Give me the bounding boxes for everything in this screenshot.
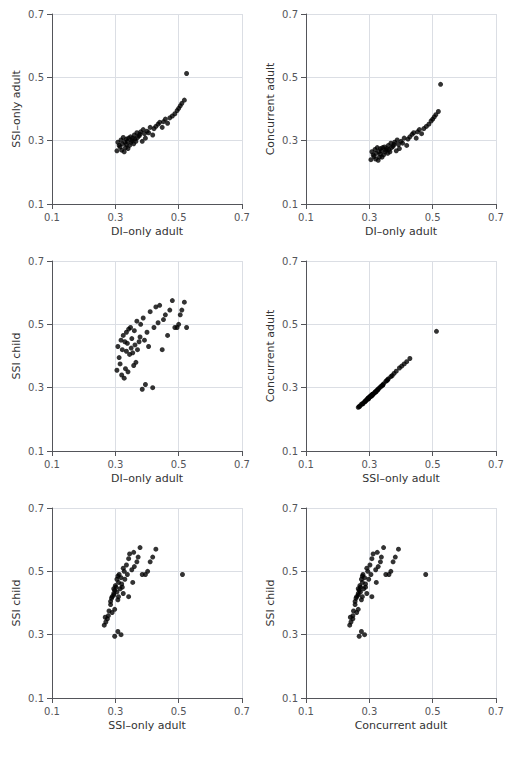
svg-text:SSI child: SSI child bbox=[10, 333, 23, 380]
svg-text:0.5: 0.5 bbox=[28, 72, 44, 83]
svg-text:SSI–only adult: SSI–only adult bbox=[10, 70, 23, 148]
svg-text:0.5: 0.5 bbox=[171, 706, 187, 717]
svg-text:Concurrent adult: Concurrent adult bbox=[264, 309, 277, 402]
svg-text:0.7: 0.7 bbox=[234, 212, 250, 223]
svg-text:0.7: 0.7 bbox=[28, 503, 44, 514]
svg-text:0.1: 0.1 bbox=[28, 693, 44, 704]
svg-text:0.5: 0.5 bbox=[282, 566, 298, 577]
svg-text:0.3: 0.3 bbox=[361, 212, 377, 223]
svg-text:0.1: 0.1 bbox=[44, 459, 60, 470]
svg-text:0.3: 0.3 bbox=[107, 706, 123, 717]
svg-text:0.7: 0.7 bbox=[282, 503, 298, 514]
svg-text:0.5: 0.5 bbox=[425, 212, 441, 223]
svg-text:0.7: 0.7 bbox=[28, 256, 44, 267]
svg-text:DI–only adult: DI–only adult bbox=[111, 472, 184, 485]
svg-text:0.7: 0.7 bbox=[282, 9, 298, 20]
svg-text:SSI child: SSI child bbox=[10, 580, 23, 627]
svg-text:0.5: 0.5 bbox=[282, 72, 298, 83]
svg-text:0.3: 0.3 bbox=[361, 706, 377, 717]
svg-text:0.1: 0.1 bbox=[28, 199, 44, 210]
svg-text:0.7: 0.7 bbox=[282, 256, 298, 267]
svg-text:0.3: 0.3 bbox=[28, 382, 44, 393]
svg-text:0.5: 0.5 bbox=[425, 459, 441, 470]
svg-text:0.1: 0.1 bbox=[298, 459, 314, 470]
svg-text:0.5: 0.5 bbox=[171, 459, 187, 470]
svg-text:0.1: 0.1 bbox=[282, 446, 298, 457]
svg-text:0.3: 0.3 bbox=[282, 382, 298, 393]
svg-text:0.1: 0.1 bbox=[28, 446, 44, 457]
svg-text:0.7: 0.7 bbox=[488, 212, 504, 223]
svg-text:0.1: 0.1 bbox=[282, 199, 298, 210]
svg-text:0.3: 0.3 bbox=[282, 135, 298, 146]
svg-text:SSI–only adult: SSI–only adult bbox=[108, 719, 186, 732]
svg-text:0.3: 0.3 bbox=[361, 459, 377, 470]
svg-text:0.1: 0.1 bbox=[44, 212, 60, 223]
svg-text:0.7: 0.7 bbox=[234, 459, 250, 470]
svg-text:0.7: 0.7 bbox=[28, 9, 44, 20]
svg-text:0.3: 0.3 bbox=[282, 629, 298, 640]
svg-text:SSI–only adult: SSI–only adult bbox=[362, 472, 440, 485]
svg-text:0.3: 0.3 bbox=[107, 212, 123, 223]
svg-text:0.3: 0.3 bbox=[107, 459, 123, 470]
svg-text:0.5: 0.5 bbox=[28, 566, 44, 577]
svg-text:0.5: 0.5 bbox=[28, 319, 44, 330]
svg-text:DI–only adult: DI–only adult bbox=[365, 225, 438, 238]
svg-text:0.7: 0.7 bbox=[488, 706, 504, 717]
svg-text:0.3: 0.3 bbox=[28, 629, 44, 640]
svg-text:0.5: 0.5 bbox=[171, 212, 187, 223]
svg-text:0.5: 0.5 bbox=[425, 706, 441, 717]
svg-text:Concurrent adult: Concurrent adult bbox=[355, 719, 448, 732]
svg-text:0.1: 0.1 bbox=[298, 212, 314, 223]
svg-text:0.1: 0.1 bbox=[282, 693, 298, 704]
svg-text:Concurrent adult: Concurrent adult bbox=[264, 62, 277, 155]
svg-text:0.7: 0.7 bbox=[234, 706, 250, 717]
svg-text:DI–only adult: DI–only adult bbox=[111, 225, 184, 238]
svg-text:0.1: 0.1 bbox=[44, 706, 60, 717]
svg-text:0.1: 0.1 bbox=[298, 706, 314, 717]
svg-text:0.5: 0.5 bbox=[282, 319, 298, 330]
svg-text:0.7: 0.7 bbox=[488, 459, 504, 470]
svg-text:SSI child: SSI child bbox=[264, 580, 277, 627]
svg-text:0.3: 0.3 bbox=[28, 135, 44, 146]
